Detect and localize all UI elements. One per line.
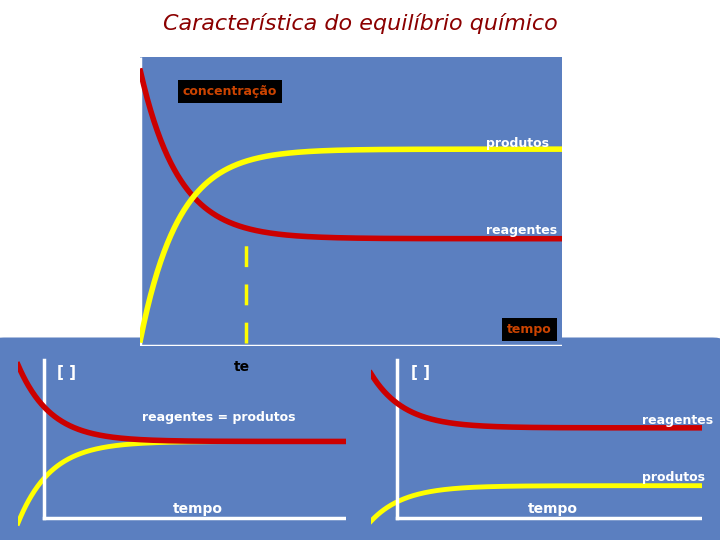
Text: reagentes: reagentes bbox=[486, 224, 557, 237]
Text: [ ]: [ ] bbox=[410, 365, 430, 380]
Text: tempo: tempo bbox=[174, 502, 223, 516]
Text: reagentes = produtos: reagentes = produtos bbox=[143, 411, 296, 424]
Text: tempo: tempo bbox=[507, 323, 552, 336]
Text: [ ]: [ ] bbox=[58, 365, 76, 380]
Text: concentração: concentração bbox=[183, 85, 277, 98]
Text: Característica do equilíbrio químico: Característica do equilíbrio químico bbox=[163, 14, 557, 35]
Text: te: te bbox=[233, 360, 250, 374]
Text: produtos: produtos bbox=[642, 470, 706, 484]
Text: produtos: produtos bbox=[486, 137, 549, 150]
Text: tempo: tempo bbox=[528, 502, 578, 516]
Text: reagentes: reagentes bbox=[642, 414, 714, 428]
